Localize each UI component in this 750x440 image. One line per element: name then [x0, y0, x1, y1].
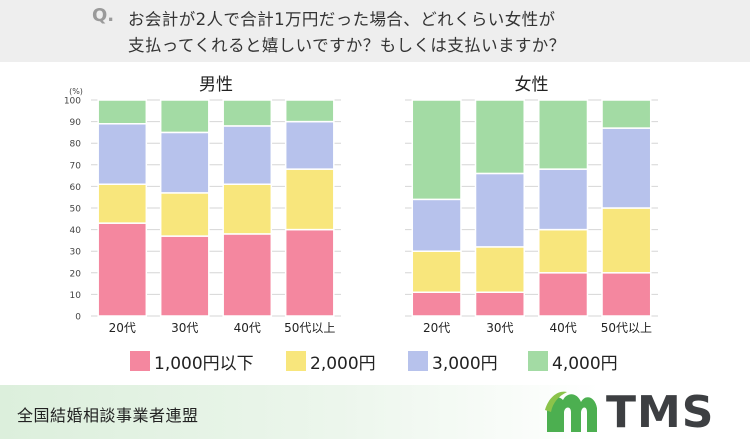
- male-category-label: 50代以上: [284, 321, 335, 335]
- logo-text: TMS: [606, 387, 715, 438]
- male-bar-segment: [284, 99, 335, 123]
- legend-swatch-1000: [130, 351, 150, 371]
- legend-item-4000: 4,000円: [528, 349, 618, 374]
- y-tick-label: 40: [70, 226, 82, 236]
- female-bar-segment: [474, 291, 525, 317]
- male-bar-segment: [159, 131, 210, 194]
- legend-swatch-4000: [528, 351, 548, 371]
- male-bar-segment: [159, 99, 210, 134]
- male-bar-segment: [97, 183, 148, 224]
- male-bar-segment: [159, 192, 210, 237]
- y-tick-label: 20: [70, 269, 82, 279]
- male-bar-segment: [284, 120, 335, 170]
- female-bar-segment: [538, 168, 589, 231]
- female-bar-segment: [601, 127, 652, 209]
- female-chart-title: 女性: [515, 75, 549, 95]
- chart-legend: 1,000円以下 2,000円 3,000円 4,000円: [130, 349, 650, 374]
- female-bar-segment: [474, 99, 525, 175]
- male-bar-segment: [97, 222, 148, 317]
- male-chart-title: 男性: [199, 75, 233, 95]
- male-bar-segment: [284, 168, 335, 231]
- female-bar-segment: [601, 99, 652, 129]
- female-category-label: 30代: [486, 321, 513, 335]
- y-tick-label: 0: [75, 313, 81, 323]
- legend-label-2000: 2,000円: [310, 353, 376, 374]
- male-bar-segment: [97, 123, 148, 185]
- male-category-label: 20代: [109, 321, 136, 335]
- stacked-bar-charts: 男性 (%) 0 10 20 30 40 50 60 70 80 90 100 20代 30代 40代 50代以…: [64, 75, 658, 335]
- legend-label-4000: 4,000円: [552, 353, 618, 374]
- y-tick-label: 60: [70, 183, 82, 193]
- legend-swatch-2000: [286, 351, 306, 371]
- female-bar-segment: [538, 99, 589, 170]
- footer-banner: 全国結婚相談事業者連盟: [0, 385, 750, 439]
- legend-item-2000: 2,000円: [286, 349, 376, 374]
- y-tick-label: 90: [70, 118, 82, 128]
- male-bar-segment: [159, 235, 210, 317]
- male-bar-segment: [222, 99, 273, 127]
- y-tick-label: 100: [64, 97, 81, 107]
- female-bar-segment: [411, 99, 462, 201]
- male-category-label: 40代: [234, 321, 261, 335]
- male-bar-segment: [97, 99, 148, 125]
- legend-swatch-3000: [408, 351, 428, 371]
- male-bar-segment: [284, 228, 335, 317]
- male-bar-segment: [222, 125, 273, 185]
- female-bar-segment: [538, 228, 589, 274]
- tms-leaf-icon: [545, 391, 597, 432]
- y-tick-label: 10: [70, 291, 82, 301]
- female-bar-segment: [411, 291, 462, 317]
- question-mark: Q.: [92, 5, 115, 26]
- female-bar-segment: [474, 246, 525, 293]
- female-bar-segment: [411, 250, 462, 293]
- male-bar-segment: [222, 183, 273, 235]
- female-category-label: 40代: [549, 321, 576, 335]
- female-category-label: 20代: [423, 321, 450, 335]
- y-tick-label: 80: [70, 140, 82, 150]
- organization-name: 全国結婚相談事業者連盟: [17, 406, 199, 425]
- legend-label-3000: 3,000円: [432, 353, 498, 374]
- y-tick-label: 30: [70, 248, 82, 258]
- y-tick-label: 50: [70, 205, 82, 215]
- male-bar-segment: [222, 233, 273, 317]
- female-bar-segment: [601, 272, 652, 317]
- female-bar-segment: [538, 272, 589, 317]
- female-category-label: 50代以上: [601, 321, 652, 335]
- question-line-1: お会計が2人で合計1万円だった場合、どれくらい女性が: [128, 10, 556, 29]
- tms-logo: TMS: [541, 386, 746, 438]
- legend-item-1000: 1,000円以下: [130, 349, 254, 374]
- male-category-label: 30代: [171, 321, 198, 335]
- y-axis-unit-label: (%): [69, 87, 83, 96]
- female-bar-segment: [601, 207, 652, 274]
- legend-label-1000: 1,000円以下: [154, 353, 254, 374]
- question-header: Q. お会計が2人で合計1万円だった場合、どれくらい女性が 支払ってくれると嬉し…: [0, 0, 750, 62]
- question-line-2: 支払ってくれると嬉しいですか？もしくは支払いますか？: [128, 36, 566, 55]
- legend-item-3000: 3,000円: [408, 349, 498, 374]
- y-tick-label: 70: [70, 161, 82, 171]
- female-bar-segment: [474, 172, 525, 248]
- female-bar-segment: [411, 198, 462, 252]
